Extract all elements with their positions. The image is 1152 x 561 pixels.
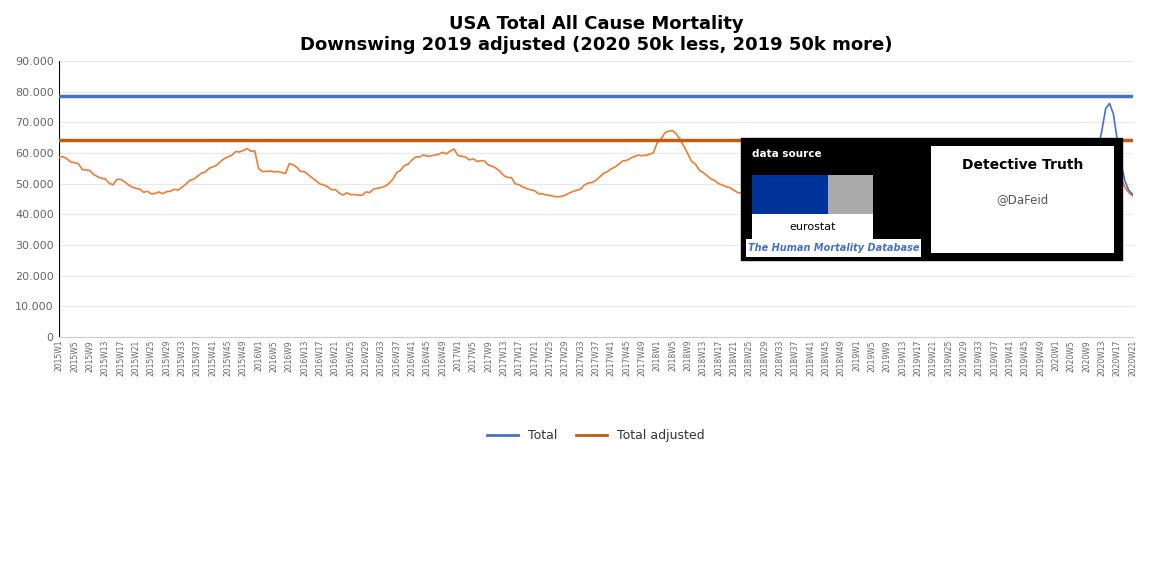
Bar xyxy=(751,214,873,240)
Bar xyxy=(751,174,828,214)
Text: Detective Truth: Detective Truth xyxy=(962,158,1083,172)
Bar xyxy=(746,239,922,257)
Text: eurostat: eurostat xyxy=(789,222,835,232)
Title: USA Total All Cause Mortality
Downswing 2019 adjusted (2020 50k less, 2019 50k m: USA Total All Cause Mortality Downswing … xyxy=(300,15,892,54)
Text: The Human Mortality Database: The Human Mortality Database xyxy=(748,243,919,253)
Text: data source: data source xyxy=(751,149,821,159)
Legend: Total, Total adjusted: Total, Total adjusted xyxy=(482,424,710,447)
Bar xyxy=(931,145,1114,252)
Text: @DaFeid: @DaFeid xyxy=(996,192,1048,205)
Bar xyxy=(741,138,1122,260)
Bar xyxy=(828,174,873,214)
